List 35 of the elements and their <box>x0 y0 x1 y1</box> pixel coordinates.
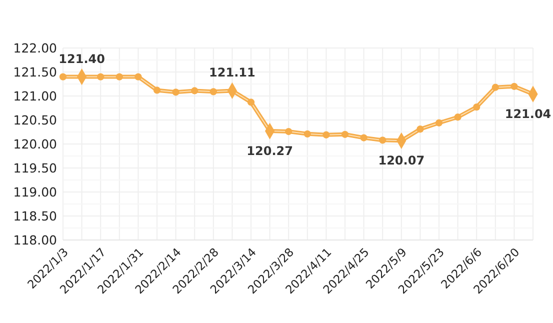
y-tick-label: 119.00 <box>13 184 58 200</box>
data-label: 121.11 <box>209 66 256 80</box>
point <box>97 73 104 80</box>
point <box>304 130 311 138</box>
point <box>191 87 198 94</box>
data-label: 120.27 <box>246 144 293 158</box>
data-label: 121.40 <box>58 52 105 66</box>
point <box>210 88 217 96</box>
data-label: 120.07 <box>378 154 425 168</box>
point <box>153 86 161 94</box>
point <box>416 126 424 133</box>
y-tick-label: 120.50 <box>13 112 58 128</box>
point <box>492 84 499 91</box>
y-tick-label: 121.50 <box>13 64 58 80</box>
point <box>510 82 518 90</box>
y-tick-label: 118.00 <box>13 232 58 248</box>
point <box>285 128 292 136</box>
y-tick-label: 119.50 <box>13 160 58 176</box>
y-tick-label: 121.00 <box>13 88 58 104</box>
point <box>322 131 330 138</box>
y-tick-label: 118.50 <box>13 208 58 224</box>
y-tick-label: 120.00 <box>13 136 58 152</box>
point <box>360 134 368 142</box>
point <box>379 136 386 144</box>
point <box>172 88 180 96</box>
point <box>134 73 142 80</box>
y-tick-label: 122.00 <box>13 40 58 56</box>
point <box>435 119 443 126</box>
point <box>59 73 67 80</box>
point <box>341 130 349 138</box>
point <box>116 73 123 80</box>
point <box>247 98 255 106</box>
point <box>473 103 480 111</box>
data-label: 121.04 <box>504 107 552 122</box>
point <box>454 114 462 121</box>
